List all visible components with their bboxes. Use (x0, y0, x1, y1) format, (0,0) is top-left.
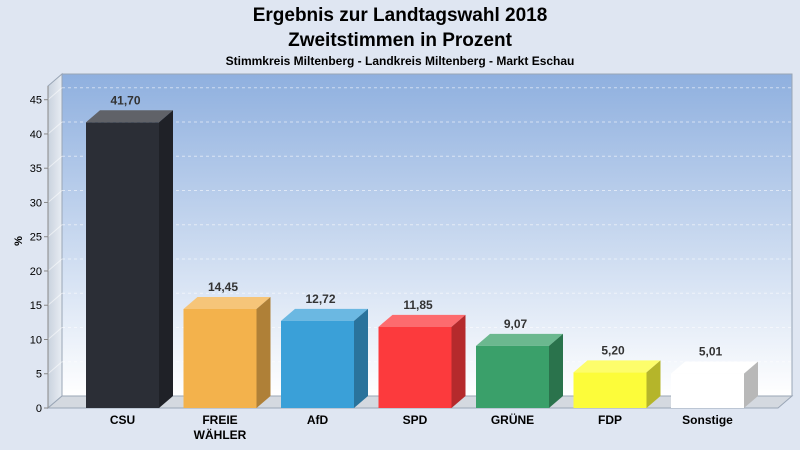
bar-side-face (646, 360, 661, 408)
gridline-side (47, 327, 63, 340)
gridline-side (47, 361, 63, 375)
bar-top-face (378, 314, 466, 327)
bar-value-label: 9,07 (504, 317, 528, 331)
bar-value-label: 5,01 (699, 345, 723, 359)
bar-value-label: 41,70 (110, 93, 140, 107)
bars: 41,70 14,45 12,72 11,85 9,07 5,20 5,01 (86, 93, 758, 408)
x-tick-label: AfD (307, 413, 329, 427)
bar-side-face (256, 297, 271, 408)
gridline-side (47, 224, 63, 238)
bar-front-face (378, 326, 452, 408)
y-tick-label: 20 (30, 266, 42, 278)
chart-title: Ergebnis zur Landtagswahl 2018 (253, 5, 548, 26)
y-axis-label: % (13, 236, 25, 246)
chart-subtitle: Zweitstimmen in Prozent (288, 30, 512, 51)
x-tick-label: Sonstige (682, 413, 733, 427)
gridlines (47, 87, 792, 375)
gridline-side (47, 121, 63, 135)
bar-top-face (671, 361, 758, 374)
x-tick-label: FDP (598, 413, 622, 427)
bar (86, 110, 173, 408)
bar-front-face (671, 373, 744, 408)
y-tick-label: 45 (30, 95, 42, 107)
gridline-side (47, 155, 63, 169)
bar-top-face (476, 333, 563, 346)
bar-front-face (476, 345, 549, 408)
bar (281, 308, 368, 408)
bar-value-label: 5,20 (601, 343, 625, 357)
bar-side-face (451, 314, 466, 408)
bar-value-label: 12,72 (305, 292, 335, 306)
x-tick-label: CSU (110, 413, 135, 427)
y-axis-ticks: 0 5 10 15 20 25 30 35 40 45 (30, 95, 48, 415)
bar-value-label: 14,45 (208, 280, 238, 294)
bar-side-face (159, 110, 173, 408)
y-tick-label: 10 (30, 334, 42, 346)
x-tick-label: SPD (403, 413, 428, 427)
y-tick-label: 15 (30, 300, 42, 312)
bar-side-face (549, 333, 563, 408)
bar-side-face (354, 308, 368, 408)
bar-top-face (86, 110, 173, 123)
bar-top-face (281, 308, 368, 321)
y-tick-label: 0 (36, 403, 42, 415)
y-tick-label: 25 (30, 232, 42, 244)
y-tick-label: 5 (36, 369, 42, 381)
bar-front-face (183, 309, 257, 408)
gridline-side (47, 258, 63, 272)
y-tick-label: 35 (30, 163, 42, 175)
x-tick-label: GRÜNE (491, 412, 534, 427)
bar-top-face (183, 297, 271, 310)
x-tick-label: WÄHLER (194, 427, 247, 442)
bar-top-face (573, 360, 661, 373)
bar (378, 314, 466, 408)
bar (476, 333, 563, 408)
x-tick-label: FREIE (202, 413, 237, 427)
gridline-side (47, 87, 63, 101)
bar (671, 361, 758, 408)
bar-front-face (573, 372, 647, 408)
bar-front-face (281, 320, 354, 408)
bar (573, 360, 661, 408)
y-tick-label: 30 (30, 197, 42, 209)
bar-value-label: 11,85 (403, 298, 433, 312)
bar-side-face (744, 361, 758, 408)
bar-front-face (86, 122, 159, 408)
chart-subtitle-region: Stimmkreis Miltenberg - Landkreis Milten… (226, 54, 575, 68)
gridline-side (47, 190, 63, 203)
gridline-side (47, 292, 63, 306)
bar (183, 297, 271, 408)
y-tick-label: 40 (30, 129, 42, 141)
